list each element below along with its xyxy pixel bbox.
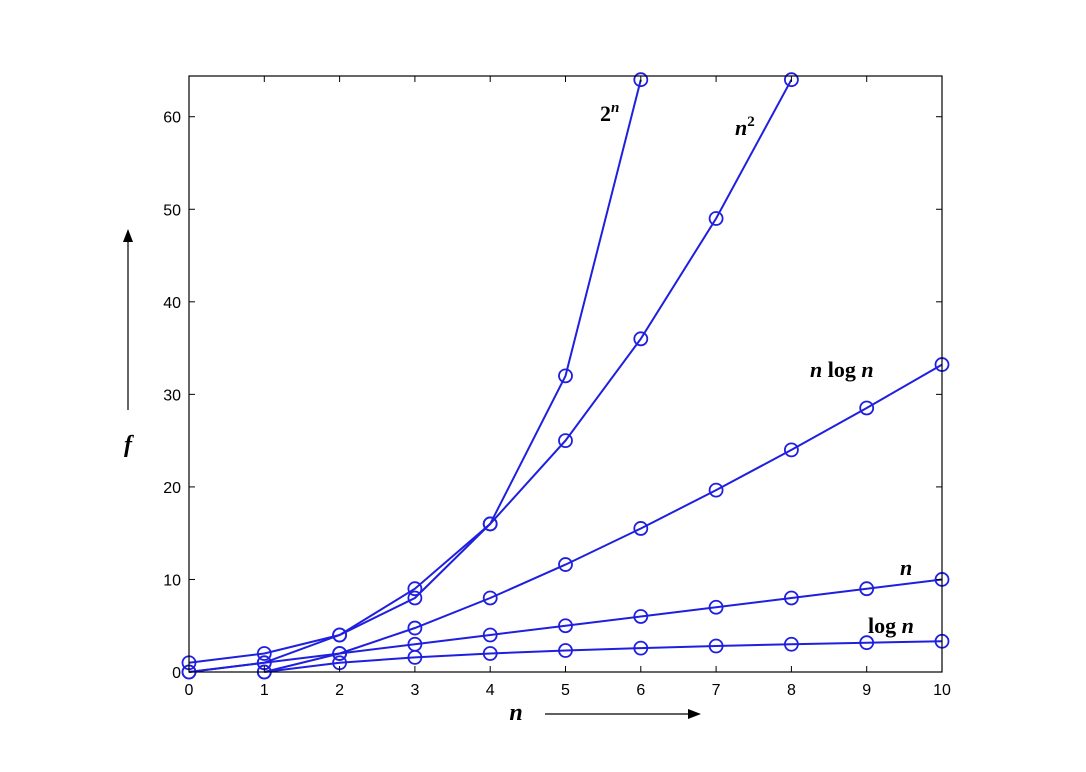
- data-point: [784, 442, 799, 458]
- series-label-part: n: [611, 100, 619, 116]
- plot-marks: [181, 72, 950, 680]
- y-axis-arrow-head: [123, 229, 133, 242]
- series-label-part: 2: [747, 114, 755, 130]
- data-point: [558, 618, 573, 634]
- series-label-part: n: [861, 357, 873, 382]
- x-tick-label: 8: [787, 682, 796, 699]
- series-label: 2n: [600, 100, 619, 126]
- y-tick-label: 50: [163, 202, 181, 219]
- data-point: [784, 590, 799, 606]
- series-line: [264, 640, 943, 673]
- x-tick-label: 7: [712, 682, 721, 699]
- data-point: [859, 635, 875, 651]
- x-tick-label: 0: [185, 682, 194, 699]
- x-tick-label: 9: [862, 682, 871, 699]
- series-line: [264, 363, 943, 673]
- x-axis-label: n: [509, 700, 522, 726]
- series-label-part: n: [900, 555, 912, 580]
- data-point: [633, 72, 649, 88]
- data-point: [482, 516, 498, 532]
- x-tick-label: 3: [410, 682, 419, 699]
- series-2: [256, 357, 950, 680]
- series-line: [188, 79, 642, 664]
- axis-ticks: 0 1 2 3 4 5 6 7 8 9 10 0 10 20 30 40 50 60: [163, 76, 951, 699]
- data-point: [332, 646, 348, 661]
- data-point: [708, 599, 724, 615]
- data-point: [332, 627, 348, 643]
- series-label-part: 2: [600, 101, 611, 126]
- data-point: [482, 590, 498, 606]
- data-point: [407, 590, 423, 606]
- data-point: [407, 620, 423, 636]
- series-label-part: n: [902, 613, 914, 638]
- data-point: [708, 482, 724, 498]
- data-point: [558, 433, 573, 449]
- data-point: [708, 638, 724, 654]
- series-label-part: n: [735, 115, 747, 140]
- data-point: [784, 72, 799, 88]
- series-4: [181, 72, 649, 671]
- series-3: [181, 72, 799, 680]
- data-point: [558, 643, 573, 658]
- series-label-part: log: [822, 357, 861, 382]
- data-point: [482, 646, 498, 661]
- data-point: [633, 521, 649, 536]
- y-tick-label: 60: [163, 110, 181, 127]
- series-label: n log n: [810, 357, 874, 382]
- x-tick-label: 5: [561, 682, 570, 699]
- y-axis-label: f: [124, 432, 134, 458]
- data-point: [859, 581, 875, 597]
- data-point: [633, 609, 649, 624]
- x-tick-label: 6: [636, 682, 645, 699]
- y-tick-label: 40: [163, 295, 181, 312]
- x-axis-arrow-head: [688, 709, 701, 719]
- series-1: [181, 572, 950, 680]
- data-point: [407, 581, 423, 597]
- y-tick-label: 20: [163, 480, 181, 497]
- data-point: [633, 331, 649, 347]
- data-point: [558, 368, 573, 384]
- y-tick-label: 10: [163, 572, 181, 589]
- series-label: log n: [868, 613, 914, 638]
- series-label: n: [900, 555, 912, 580]
- data-point: [482, 627, 498, 643]
- data-point: [256, 646, 272, 661]
- series-line: [188, 79, 793, 673]
- y-tick-label: 30: [163, 387, 181, 404]
- data-point: [784, 636, 799, 652]
- data-point: [407, 636, 423, 652]
- series-label: n2: [735, 114, 755, 140]
- x-tick-label: 2: [335, 682, 344, 699]
- x-tick-label: 4: [486, 682, 495, 699]
- data-point: [633, 640, 649, 656]
- data-point: [558, 557, 573, 572]
- data-point: [708, 211, 724, 226]
- data-point: [859, 400, 875, 416]
- series-label-part: log: [868, 613, 902, 638]
- x-tick-label: 10: [933, 682, 951, 699]
- series-line: [188, 578, 943, 673]
- series-label-part: n: [810, 357, 822, 382]
- y-tick-label: 0: [172, 665, 181, 682]
- x-tick-label: 1: [260, 682, 269, 699]
